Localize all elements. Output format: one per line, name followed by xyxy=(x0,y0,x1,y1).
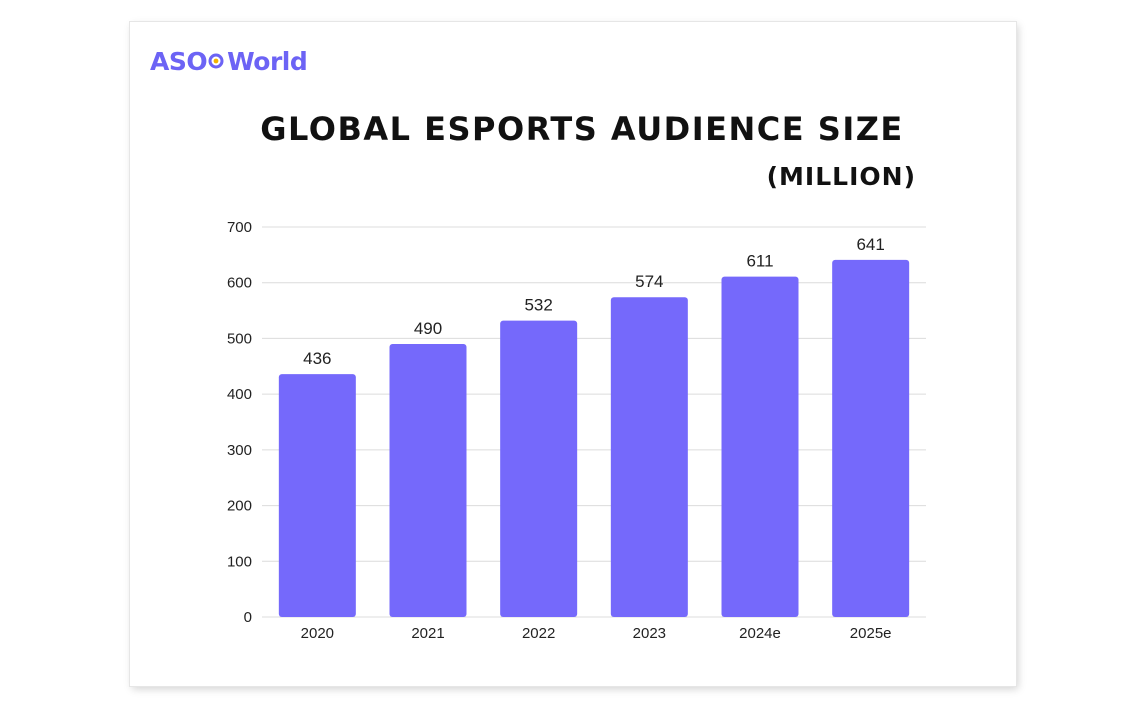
logo-text-right: World xyxy=(227,46,308,76)
x-tick-label: 2024e xyxy=(739,625,781,642)
y-tick-label: 400 xyxy=(227,386,252,403)
x-tick-label: 2020 xyxy=(301,625,334,642)
y-tick-label: 700 xyxy=(227,219,252,236)
y-tick-label: 200 xyxy=(227,498,252,515)
y-tick-label: 500 xyxy=(227,330,252,347)
bar xyxy=(278,374,356,617)
logo-text-left: ASO xyxy=(150,46,208,76)
bar xyxy=(721,276,799,617)
chart-card: ASO World GLOBAL ESPORTS AUDIENCE SIZE (… xyxy=(130,22,1016,686)
y-tick-label: 0 xyxy=(244,609,252,626)
y-tick-label: 300 xyxy=(227,442,252,459)
bar xyxy=(832,259,910,617)
aso-world-o-icon xyxy=(208,53,224,69)
y-tick-label: 100 xyxy=(227,553,252,570)
bar xyxy=(610,297,688,617)
chart-subtitle: (MILLION) xyxy=(766,162,916,191)
bar-chart: 0 100 200 300 400 500 600 700 436 2020 490 2021 532 2… xyxy=(227,219,926,642)
chart-title: GLOBAL ESPORTS AUDIENCE SIZE xyxy=(260,110,904,148)
x-tick-label: 2022 xyxy=(522,625,555,642)
x-tick-label: 2025e xyxy=(850,625,892,642)
bar xyxy=(389,344,467,617)
y-tick-label: 600 xyxy=(227,275,252,292)
x-tick-label: 2023 xyxy=(633,625,666,642)
x-tick-label: 2021 xyxy=(411,625,444,642)
data-label: 532 xyxy=(524,296,552,315)
aso-world-logo: ASO World xyxy=(150,44,308,78)
data-label: 490 xyxy=(414,319,442,338)
data-label: 641 xyxy=(856,235,884,254)
data-label: 574 xyxy=(635,272,663,291)
bar xyxy=(500,320,578,617)
data-label: 611 xyxy=(746,252,773,271)
data-label: 436 xyxy=(303,349,331,368)
